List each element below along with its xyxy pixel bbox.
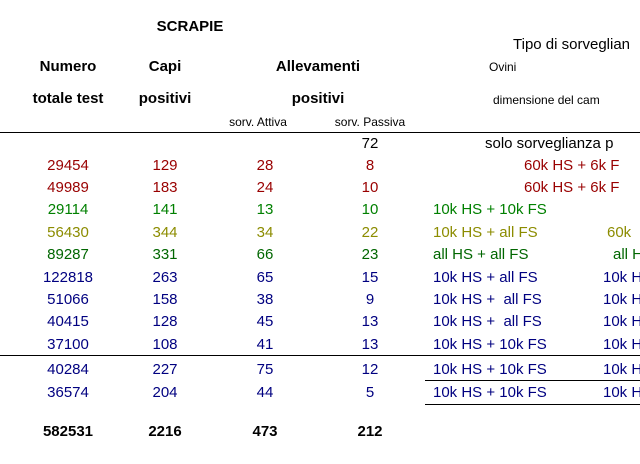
cell: 5 [365,384,375,401]
cell: 10k H [603,336,640,353]
cell: 66 [256,246,274,263]
cell: 204 [152,384,178,401]
cell: 10k H [603,361,640,378]
header: Ovini [489,60,517,74]
cell: 129 [152,157,178,174]
cell: 29454 [47,157,89,174]
cell: 8 [365,157,375,174]
cell: all H [613,246,640,263]
cell: 37100 [47,336,89,353]
rule [0,355,640,356]
cell: 60k HS + 6k F [524,157,620,174]
cell: 10k HS + 10k FS [433,336,547,353]
cell: 122818 [42,269,94,286]
cell: 141 [152,201,178,218]
header: sorv. Attiva [229,115,287,129]
header: Numero [39,58,97,75]
cell: 13 [256,201,274,218]
cell: 75 [256,361,274,378]
cell: 28 [256,157,274,174]
cell: 49989 [47,179,89,196]
cell: 72 [361,135,379,152]
header: Tipo di sorveglian [513,36,631,53]
rule [0,132,640,133]
cell: solo sorveglianza p [485,135,614,152]
cell: 65 [256,269,274,286]
cell: 10k HS + all FS [433,291,542,308]
header: positivi [138,90,192,107]
cell: 41 [256,336,274,353]
header: totale test [32,90,104,107]
cell: 60k [607,224,632,241]
cell: 10k HS + all FS [433,224,538,241]
total: 473 [252,423,278,440]
cell: 263 [152,269,178,286]
cell: 10k HS + 10k FS [433,361,547,378]
cell: 344 [152,224,178,241]
cell: 60k HS + 6k F [524,179,620,196]
cell: 10k H [603,269,640,286]
rule [425,380,640,381]
cell: 10k HS + 10k FS [433,384,547,401]
cell: 183 [152,179,178,196]
cell: 10k HS + all FS [433,313,542,330]
cell: 51066 [47,291,89,308]
cell: 24 [256,179,274,196]
cell: 10 [361,201,379,218]
cell: 10k HS + all FS [433,269,538,286]
cell: 38 [256,291,274,308]
cell: 12 [361,361,379,378]
cell: 331 [152,246,178,263]
cell: 56430 [47,224,89,241]
header: Capi [148,58,182,75]
header: sorv. Passiva [334,115,406,129]
cell: 10k H [603,313,640,330]
cell: 13 [361,336,379,353]
rule [425,404,640,405]
total: 212 [357,423,383,440]
cell: all HS + all FS [433,246,529,263]
cell: 227 [152,361,178,378]
cell: 22 [361,224,379,241]
cell: 10 [361,179,379,196]
total: 582531 [42,423,94,440]
cell: 9 [365,291,375,308]
cell: 40415 [47,313,89,330]
header: Allevamenti [275,58,361,75]
cell: 128 [152,313,178,330]
cell: 29114 [47,201,89,218]
cell: 89287 [47,246,89,263]
title: SCRAPIE [156,18,224,35]
header: dimensione del cam [493,93,600,107]
cell: 40284 [47,361,89,378]
cell: 44 [256,384,274,401]
cell: 10k H [603,384,640,401]
cell: 45 [256,313,274,330]
cell: 34 [256,224,274,241]
cell: 15 [361,269,379,286]
cell: 10k HS + 10k FS [433,201,547,218]
cell: 10k H [603,291,640,308]
header: positivi [291,90,345,107]
cell: 36574 [47,384,89,401]
cell: 23 [361,246,379,263]
cell: 13 [361,313,379,330]
cell: 108 [152,336,178,353]
cell: 158 [152,291,178,308]
total: 2216 [148,423,182,440]
